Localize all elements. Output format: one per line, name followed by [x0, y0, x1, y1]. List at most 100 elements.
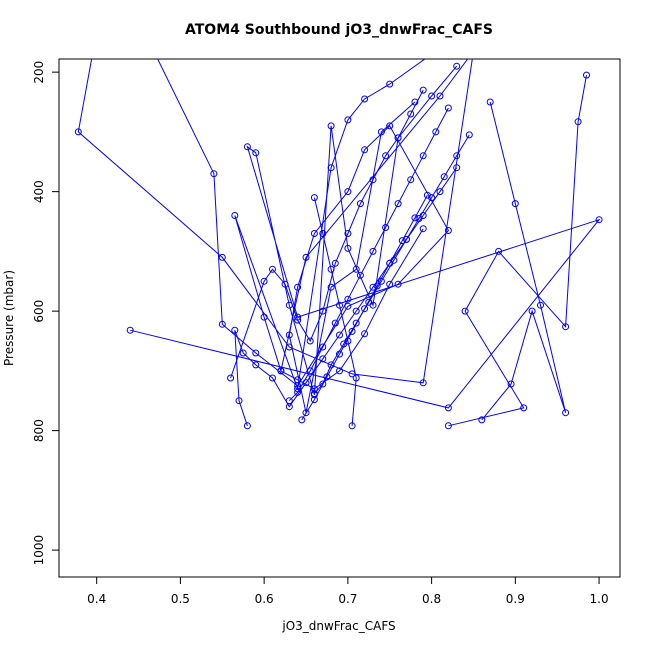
- series-line-1: [157, 59, 450, 413]
- series-line-7: [314, 134, 470, 394]
- data-point: [411, 98, 419, 106]
- series-line-2: [130, 65, 601, 409]
- data-point: [365, 298, 373, 306]
- data-point: [319, 230, 327, 237]
- data-point: [511, 200, 519, 208]
- data-point: [319, 343, 327, 351]
- data-point: [344, 116, 352, 124]
- y-tick-label: 400: [32, 180, 46, 203]
- data-point: [327, 283, 335, 291]
- data-point: [327, 122, 335, 130]
- data-point: [595, 216, 603, 224]
- data-point: [243, 143, 251, 151]
- data-point: [520, 404, 528, 412]
- data-point: [231, 212, 239, 219]
- data-point: [298, 416, 306, 424]
- data-point: [415, 215, 423, 222]
- data-point: [444, 404, 452, 412]
- data-point: [419, 152, 427, 160]
- x-tick-label: 0.4: [87, 592, 106, 606]
- chart-title: ATOM4 Southbound jO3_dnwFrac_CAFS: [185, 22, 493, 38]
- data-point: [331, 319, 339, 327]
- series-line-10: [481, 101, 567, 421]
- data-point: [344, 244, 352, 252]
- series-points: [74, 62, 603, 430]
- y-tick-label: 600: [32, 300, 46, 323]
- data-point: [344, 337, 352, 345]
- series-line-5: [288, 107, 449, 402]
- data-point: [310, 390, 318, 398]
- data-point: [310, 194, 318, 202]
- data-point: [444, 227, 452, 234]
- data-point: [348, 327, 356, 335]
- data-point: [453, 62, 461, 70]
- data-point: [369, 176, 377, 184]
- data-point: [394, 134, 402, 142]
- data-point: [361, 330, 369, 338]
- data-point: [453, 152, 461, 160]
- data-point: [302, 379, 310, 387]
- data-point: [218, 253, 226, 261]
- data-point: [319, 380, 327, 388]
- data-point: [352, 319, 360, 327]
- data-point: [227, 374, 235, 382]
- data-point: [285, 331, 293, 339]
- data-point: [377, 128, 385, 136]
- data-point: [210, 170, 218, 178]
- data-point: [294, 376, 302, 384]
- data-point: [478, 416, 486, 424]
- data-point: [411, 214, 419, 222]
- data-point: [432, 128, 440, 136]
- data-point: [419, 86, 427, 94]
- data-point: [319, 355, 327, 363]
- data-point: [74, 128, 82, 136]
- data-point: [277, 367, 285, 375]
- data-point: [331, 259, 339, 267]
- y-tick-label: 1000: [32, 535, 46, 566]
- data-point: [453, 164, 461, 172]
- data-point: [428, 194, 436, 202]
- data-point: [260, 277, 268, 285]
- data-point: [361, 95, 369, 103]
- data-point: [285, 397, 293, 405]
- series-line-0: [77, 59, 473, 389]
- data-point: [507, 380, 515, 388]
- data-point: [486, 98, 494, 106]
- data-point: [252, 149, 260, 157]
- series-line-4: [234, 167, 458, 426]
- y-axis: 200 400 600 800 1000: [32, 61, 60, 566]
- series-lines: [77, 59, 601, 427]
- data-point: [348, 422, 356, 430]
- data-point: [398, 237, 406, 245]
- data-point: [260, 313, 268, 321]
- x-tick-label: 0.8: [422, 592, 441, 606]
- data-point: [302, 409, 310, 417]
- data-point: [382, 224, 390, 231]
- data-point: [310, 230, 318, 237]
- data-point: [231, 326, 239, 334]
- data-point: [361, 146, 369, 154]
- data-point: [407, 110, 415, 118]
- data-point: [386, 280, 394, 288]
- data-point: [562, 323, 570, 331]
- data-point: [356, 200, 364, 208]
- data-point: [294, 385, 302, 393]
- x-tick-label: 0.5: [171, 592, 190, 606]
- data-point: [403, 235, 410, 243]
- data-point: [465, 131, 473, 139]
- data-point: [252, 361, 260, 369]
- data-point: [394, 200, 402, 208]
- plot-frame: [58, 58, 621, 578]
- series-line-8: [313, 197, 357, 426]
- x-axis-label: jO3_dnwFrac_CAFS: [281, 619, 395, 633]
- data-point: [306, 367, 314, 375]
- data-point: [239, 349, 247, 357]
- data-point: [428, 92, 436, 100]
- data-point: [327, 361, 335, 369]
- data-point: [394, 280, 402, 288]
- data-point: [369, 283, 377, 291]
- data-point: [574, 118, 582, 126]
- data-point: [285, 343, 293, 351]
- data-point: [310, 385, 318, 393]
- data-point: [327, 164, 335, 172]
